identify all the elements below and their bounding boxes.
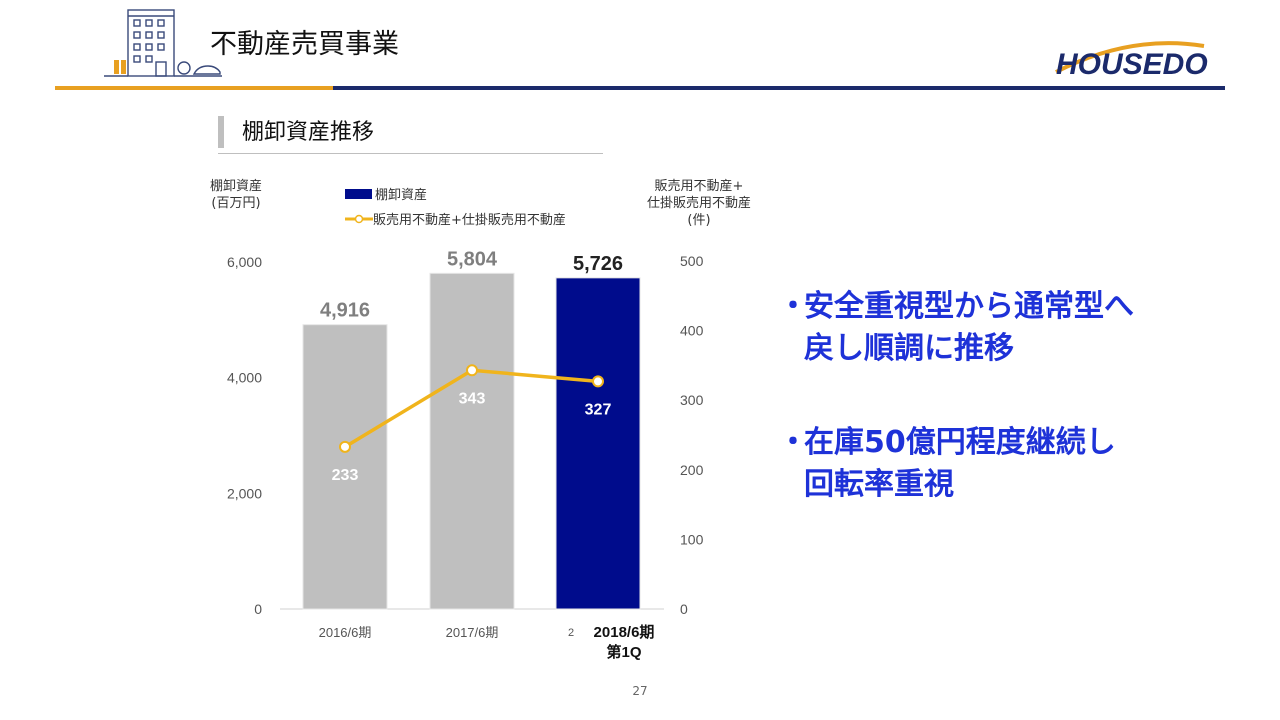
housedo-logo: HOUSEDO: [1055, 41, 1208, 80]
bullet-1-line-2: 戻し順調に推移: [804, 331, 1014, 366]
line-value-label: 343: [459, 390, 486, 407]
line-point-1: [339, 440, 351, 453]
bar-value-label: 5,726: [573, 253, 623, 275]
bullet-1: ・安全重視型から通常型へ 戻し順調に推移: [778, 286, 1134, 370]
bullet-2-line-2: 回転率重視: [804, 467, 954, 502]
x-axis-category-label: 第1Q: [606, 643, 641, 661]
right-axis-title: 販売用不動産+ 仕掛販売用不動産 (件): [624, 178, 774, 229]
right-axis-tick: 500: [680, 253, 704, 269]
legend-bar-label: 棚卸資産: [375, 188, 428, 203]
legend-bar-swatch: [345, 188, 372, 199]
bullet-2: ・在庫50億円程度継続し 回転率重視: [778, 422, 1116, 506]
bullet-2-line-1: 在庫50億円程度継続し: [804, 425, 1116, 460]
right-axis-tick: 400: [680, 323, 704, 339]
right-axis-title-line: (件): [687, 213, 711, 228]
legend-item-bar: 棚卸資産: [345, 184, 427, 203]
bullet-mark: ・: [778, 289, 808, 324]
bar-3: [555, 277, 641, 610]
x-axis-category-label: 2018/6期: [594, 623, 655, 641]
line-point-2: [466, 364, 478, 377]
left-axis-title: 棚卸資産 (百万円): [196, 178, 276, 212]
section-marker: [218, 116, 224, 148]
left-axis-title-line: 棚卸資産: [209, 179, 262, 194]
bullet-mark: ・: [778, 425, 808, 460]
bar-value-label: 4,916: [320, 300, 370, 322]
left-axis-title-line: (百万円): [211, 196, 261, 211]
section-title: 棚卸資産推移: [242, 120, 375, 145]
x-axis-category-label: 2017/6期: [446, 625, 499, 640]
legend-item-line: 販売用不動産+仕掛販売用不動産: [345, 209, 566, 228]
category-note: 2: [568, 627, 574, 639]
right-axis-tick: 100: [680, 531, 704, 547]
right-axis-tick: 200: [680, 462, 704, 478]
page-title: 不動産売買事業: [210, 29, 399, 60]
header-rule-navy: [333, 86, 1225, 90]
bar-1: [302, 324, 388, 610]
right-axis-title-line: 販売用不動産+: [654, 179, 744, 194]
right-axis-title-line: 仕掛販売用不動産: [646, 196, 751, 211]
right-axis-tick: 0: [680, 601, 688, 617]
left-axis-tick: 4,000: [227, 370, 262, 386]
bar-value-label: 5,804: [447, 248, 498, 270]
line-value-label: 327: [585, 401, 612, 418]
svg-text:HOUSEDO: HOUSEDO: [1056, 48, 1208, 80]
building-illustration-icon: [104, 9, 222, 77]
section-underline: [218, 153, 603, 154]
legend-line-swatch: [345, 214, 373, 223]
left-axis-tick: 2,000: [227, 485, 262, 501]
legend-line-label: 販売用不動産+仕掛販売用不動産: [373, 213, 566, 228]
right-axis-tick: 300: [680, 392, 704, 408]
line-point-3: [592, 375, 604, 388]
page-number: 27: [632, 684, 648, 698]
x-axis-category-label: 2016/6期: [319, 625, 372, 640]
bar-2: [429, 272, 515, 610]
bullet-1-line-1: 安全重視型から通常型へ: [804, 289, 1134, 324]
left-axis-tick: 0: [254, 601, 262, 617]
header-rule-orange: [55, 86, 333, 90]
left-axis-tick: 6,000: [227, 254, 262, 270]
line-value-label: 233: [332, 467, 359, 484]
